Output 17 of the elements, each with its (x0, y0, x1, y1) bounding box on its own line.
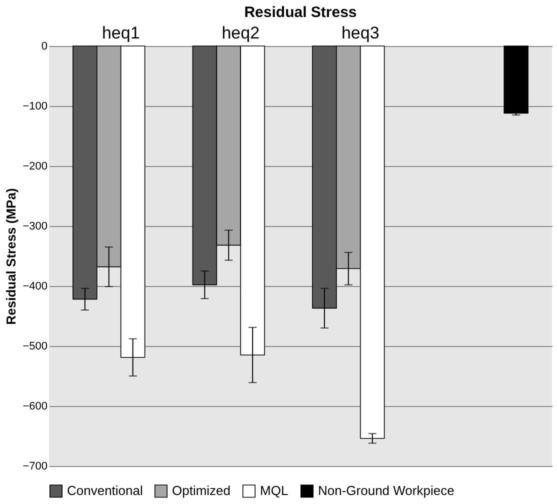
legend-label: MQL (260, 483, 288, 498)
y-tick-label: −200 (22, 160, 48, 172)
y-tick-label: −700 (22, 460, 48, 472)
y-tick-label: −600 (22, 400, 48, 412)
y-tick-label: −400 (22, 280, 48, 292)
y-tick-label: 0 (41, 40, 48, 52)
y-axis-title: Residual Stress (MPa) (4, 188, 19, 325)
x-tick-label: heq1 (102, 24, 140, 42)
legend-label: Conventional (67, 483, 143, 498)
x-tick-label: heq3 (341, 24, 380, 42)
legend-label: Non-Ground Workpiece (318, 483, 454, 498)
chart-title: Residual Stress (244, 4, 357, 21)
x-tick-label: heq2 (222, 24, 260, 42)
legend-label: Optimized (172, 483, 231, 498)
y-tick-label: −500 (22, 340, 48, 352)
y-tick-label: −100 (22, 100, 48, 112)
y-tick-label: −300 (22, 220, 48, 232)
